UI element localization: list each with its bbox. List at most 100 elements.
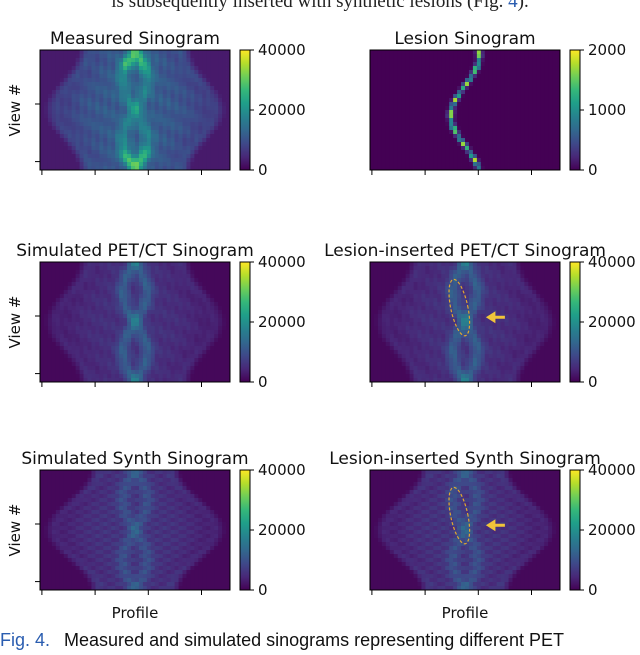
heatmap-cell	[190, 110, 195, 115]
heatmap-cell	[178, 82, 183, 87]
heatmap-cell	[552, 270, 557, 275]
heatmap-cell	[393, 298, 399, 303]
heatmap-cell	[166, 298, 172, 303]
heatmap-cell	[142, 70, 148, 75]
heatmap-cell	[214, 102, 219, 107]
heatmap-cell	[103, 134, 108, 139]
heatmap-cell	[162, 58, 168, 63]
heatmap-cell	[453, 82, 458, 87]
heatmap-cell	[115, 110, 120, 115]
heatmap-cell	[381, 166, 387, 171]
heatmap-cell	[445, 94, 450, 99]
heatmap-cell	[524, 162, 529, 167]
heatmap-cell	[445, 146, 450, 151]
heatmap-cell	[75, 114, 80, 119]
heatmap-cell	[536, 90, 541, 95]
heatmap-cell	[457, 274, 462, 279]
heatmap-cell	[87, 342, 92, 347]
heatmap-cell	[95, 134, 100, 139]
heatmap-cell	[87, 290, 92, 295]
heatmap-cell	[496, 74, 502, 79]
heatmap-cell	[556, 270, 561, 275]
heatmap-cell	[524, 294, 529, 299]
heatmap-cell	[409, 138, 414, 143]
heatmap-cell	[162, 110, 168, 115]
heatmap-cell	[162, 90, 168, 95]
heatmap-cell	[131, 126, 136, 131]
heatmap-cell	[500, 150, 505, 155]
heatmap-cell	[111, 166, 116, 171]
heatmap-cell	[504, 290, 509, 295]
heatmap-cell	[142, 266, 148, 271]
heatmap-cell	[182, 338, 187, 343]
heatmap-cell	[123, 94, 128, 99]
heatmap-cell	[119, 166, 124, 171]
heatmap-cell	[91, 350, 96, 355]
heatmap-cell	[472, 74, 478, 79]
heatmap-cell	[433, 142, 438, 147]
heatmap-cell	[445, 306, 450, 311]
heatmap-cell	[413, 50, 418, 55]
heatmap-cell	[174, 270, 179, 275]
heatmap-cell	[465, 134, 470, 139]
heatmap-cell	[103, 126, 108, 131]
heatmap-cell	[373, 106, 379, 111]
heatmap-cell	[465, 146, 470, 151]
heatmap-cell	[544, 62, 549, 67]
heatmap-cell	[370, 298, 375, 303]
heatmap-cell	[111, 146, 116, 151]
heatmap-cell	[206, 130, 211, 135]
heatmap-cell	[91, 78, 96, 83]
heatmap-cell	[465, 286, 470, 291]
heatmap-cell	[540, 54, 545, 59]
figure-reference-link[interactable]: 4	[508, 0, 518, 12]
heatmap-cell	[214, 278, 219, 283]
heatmap-cell	[166, 70, 172, 75]
heatmap-cell	[453, 262, 458, 267]
heatmap-cell	[154, 98, 160, 103]
heatmap-cell	[95, 274, 100, 279]
heatmap-cell	[135, 282, 140, 287]
heatmap-cell	[504, 166, 509, 171]
heatmap-cell	[520, 106, 525, 111]
heatmap-cell	[202, 58, 207, 63]
heatmap-cell	[131, 374, 136, 379]
heatmap-cell	[166, 358, 172, 363]
heatmap-cell	[67, 338, 73, 343]
heatmap-cell	[226, 70, 231, 75]
heatmap-cell	[67, 102, 73, 107]
heatmap-cell	[166, 318, 172, 323]
heatmap-cell	[484, 298, 490, 303]
heatmap-cell	[214, 266, 219, 271]
heatmap-cell	[115, 354, 120, 359]
heatmap-cell	[536, 126, 541, 131]
heatmap-cell	[47, 354, 53, 359]
heatmap-cell	[488, 294, 494, 299]
heatmap-cell	[182, 330, 187, 335]
heatmap-cell	[496, 62, 502, 67]
heatmap-cell	[190, 306, 195, 311]
heatmap-cell	[210, 362, 215, 367]
heatmap-cell	[40, 330, 45, 335]
heatmap-cell	[111, 342, 116, 347]
heatmap-cell	[71, 370, 77, 375]
heatmap-cell	[103, 378, 108, 383]
heatmap-cell	[51, 130, 57, 135]
heatmap-cell	[480, 110, 486, 115]
heatmap-cell	[150, 294, 156, 299]
heatmap-cell	[91, 146, 96, 151]
heatmap-cell	[433, 134, 438, 139]
heatmap-cell	[178, 98, 183, 103]
heatmap-cell	[59, 150, 65, 155]
heatmap-cell	[131, 130, 136, 135]
heatmap-cell	[43, 362, 49, 367]
heatmap-cell	[540, 118, 545, 123]
heatmap-cell	[146, 302, 152, 307]
heatmap-cell	[504, 150, 509, 155]
heatmap-cell	[166, 114, 172, 119]
heatmap-cell	[59, 78, 65, 83]
heatmap-cell	[75, 50, 80, 55]
heatmap-cell	[67, 130, 73, 135]
heatmap-cell	[512, 274, 517, 279]
heatmap-cell	[202, 310, 207, 315]
